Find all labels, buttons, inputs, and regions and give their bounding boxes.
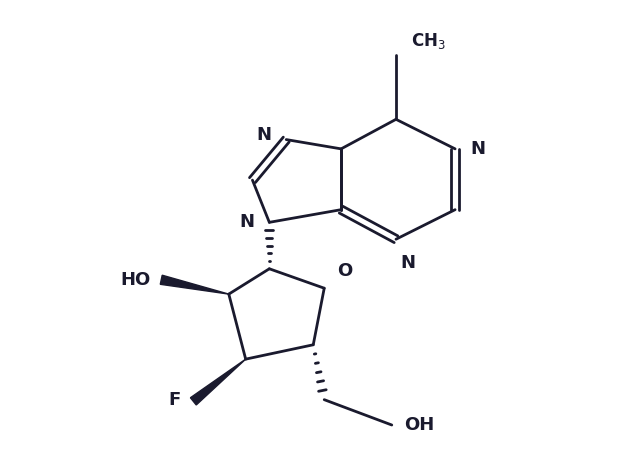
Text: N: N bbox=[470, 140, 485, 158]
Text: N: N bbox=[239, 213, 254, 231]
Text: N: N bbox=[400, 254, 415, 273]
Text: OH: OH bbox=[404, 416, 435, 434]
Polygon shape bbox=[191, 359, 246, 405]
Text: O: O bbox=[337, 262, 352, 280]
Text: HO: HO bbox=[121, 271, 151, 289]
Text: F: F bbox=[168, 391, 180, 409]
Polygon shape bbox=[160, 275, 228, 294]
Text: N: N bbox=[256, 126, 271, 144]
Text: CH$_3$: CH$_3$ bbox=[411, 31, 446, 51]
